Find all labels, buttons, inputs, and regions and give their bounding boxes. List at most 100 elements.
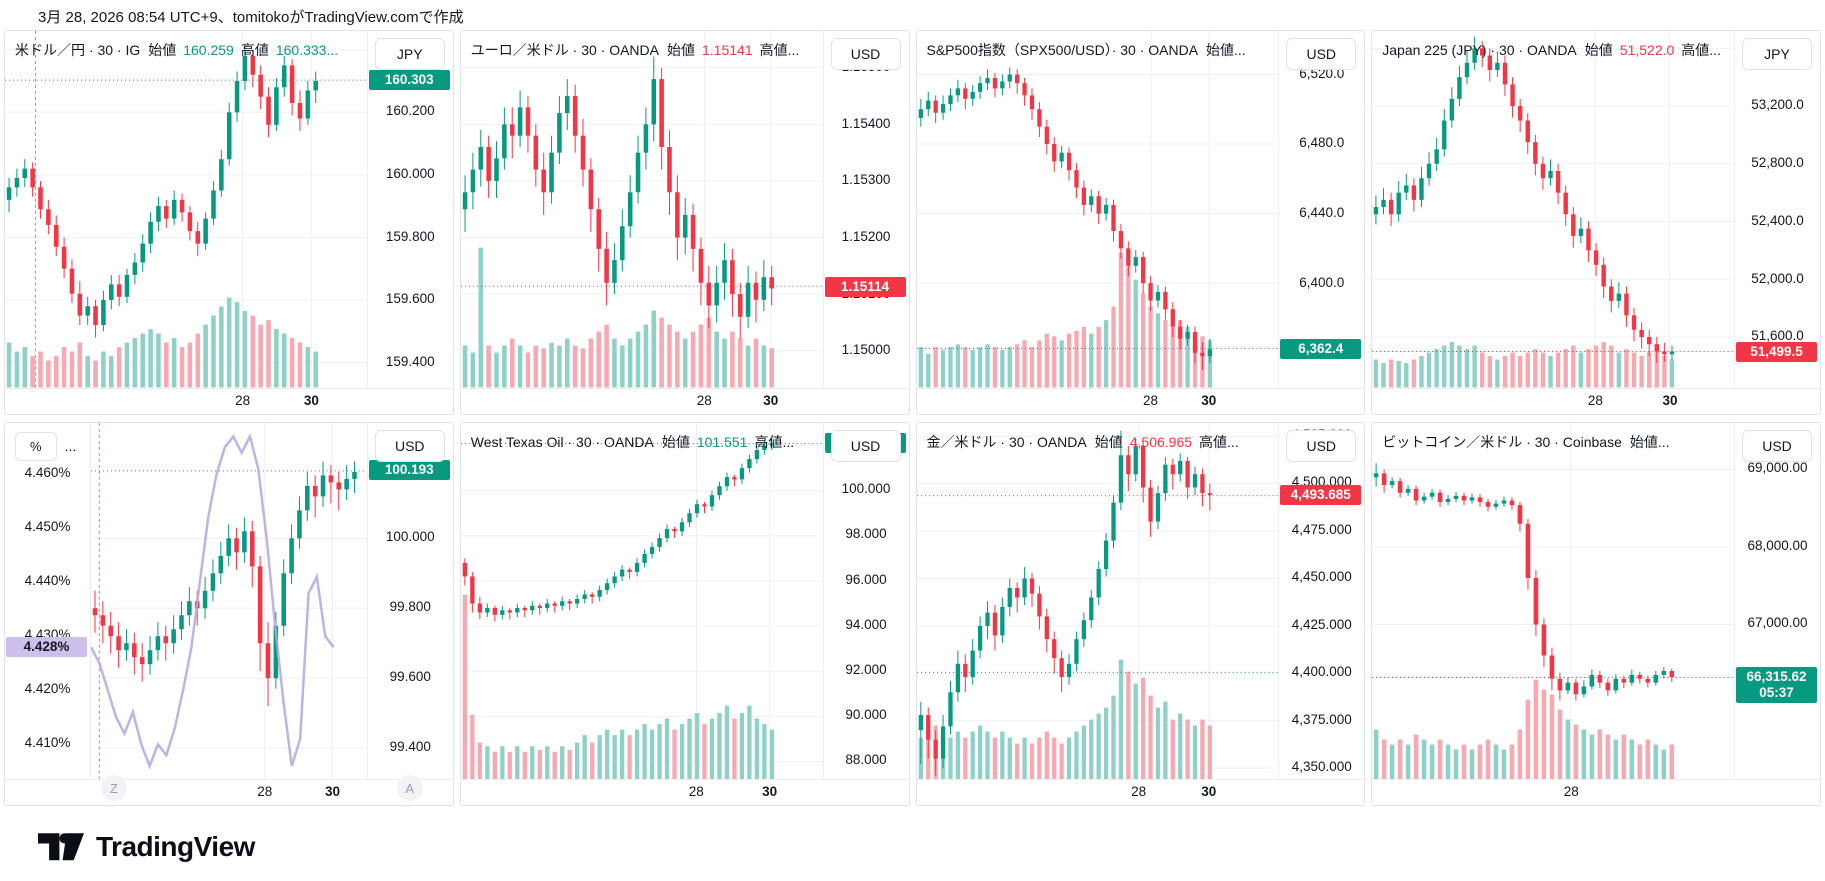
axis-tick-label: 53,200.0 [1751,97,1804,113]
currency-button[interactable]: USD [1286,429,1357,462]
chart-panel-gold: 金／米ドル · 30 · OANDA 始値 4,506.965 高値... USD … [915,421,1366,806]
time-axis-label: 30 [303,392,319,408]
price-axis[interactable]: 69,000.00 68,000.00 67,000.00 66,315.62 05:3… [1734,422,1820,779]
chart-plot-area[interactable] [91,422,367,779]
snapshot-attribution: 3月 28, 2026 08:54 UTC+9、tomitokoがTrading… [38,9,464,26]
time-axis[interactable]: 28 30 [5,779,453,805]
ohlc-label: 始値 [1584,42,1613,58]
axis-tick-label: 4.420% [24,681,71,697]
chart-plot-area[interactable] [1372,31,1734,388]
ohlc-values: 始値 51,522.0 高値... [1585,40,1721,60]
pane-button-z[interactable]: Z [101,775,127,801]
axis-tick-label: 52,800.0 [1751,154,1804,170]
price-axis[interactable]: 4,525.0004,500.0004,475.0004,450.0004,42… [1278,422,1364,779]
ohlc-values: 始値... [1206,40,1246,60]
axis-tick-label: 99.600 [389,669,431,684]
ohlc-values: 始値 4,506.965 高値... [1095,432,1239,452]
price-badge: 51,499.5 [1736,341,1817,362]
currency-button[interactable]: USD [1742,429,1812,462]
axis-tick-label: 99.400 [389,739,431,754]
axis-tick-label: 1.15400 [841,115,891,131]
ohlc-values: 始値 101.551 高値... [662,432,794,452]
chart-legend[interactable]: % ... [15,431,76,461]
axis-tick-label: 67,000.00 [1747,615,1808,631]
price-badge: 100.193 [368,460,450,481]
price-axis[interactable]: 1.155001.154001.153001.152001.151001.150… [822,31,909,388]
chart-plot-area[interactable] [460,31,823,388]
chart-plot-area[interactable] [916,31,1279,388]
axis-tick-label: 4,475.000 [1291,521,1352,537]
time-axis[interactable]: 28 30 [1372,387,1820,414]
chart-grid: 米ドル／円 · 30 · IG 始値 160.259 高値 160.333... JP… [4,30,1821,806]
ohlc-label: 高値 [240,42,269,58]
time-axis[interactable]: 28 30 [916,387,1365,414]
price-axis[interactable]: 53,600.053,200.052,800.052,400.052,000.0… [1734,31,1820,388]
price-axis[interactable]: 100.000 98.000 96.000 94.000 92.000 90.000 88.… [822,422,909,779]
tradingview-logo-icon [38,832,84,860]
chart-legend[interactable]: ユーロ／米ドル · 30 · OANDA 始値 1.15141 高値... [471,40,800,60]
ohlc-label: 始値... [1206,42,1246,58]
chart-panel-bond-yield: % ... USD 4.460% 4.450% 4.440% 4.430% 4.420%… [4,421,454,806]
axis-tick-label: 88.000 [845,752,887,768]
percent-axis[interactable]: 4.460% 4.450% 4.440% 4.430% 4.420% 4.410% 4.42… [5,422,91,779]
time-axis-label: 28 [688,784,704,799]
chart-legend[interactable]: West Texas Oil · 30 · OANDA 始値 101.551 高値.… [471,432,794,452]
chart-plot-area[interactable] [5,31,367,388]
currency-button[interactable]: USD [374,429,445,462]
axis-tick-label: 160.200 [385,103,435,119]
chart-legend[interactable]: 米ドル／円 · 30 · IG 始値 160.259 高値 160.333... [15,40,338,60]
currency-button[interactable]: USD [1286,38,1357,70]
chart-title: ビットコイン／米ドル · 30 · Coinbase [1382,433,1622,450]
chart-panel-btcusd: ビットコイン／米ドル · 30 · Coinbase 始値... USD 69,… [1371,421,1821,806]
axis-tick-label: 98.000 [845,526,887,542]
currency-button[interactable]: JPY [374,38,445,70]
chart-legend[interactable]: ビットコイン／米ドル · 30 · Coinbase 始値... [1382,432,1669,452]
ohlc-label: 高値... [1199,433,1239,450]
axis-tick-label: 4.460% [24,464,71,480]
time-axis[interactable]: 28 [1372,779,1820,805]
ohlc-values: 始値 160.259 高値 160.333... [148,40,338,60]
ohlc-values: 始値... [1630,432,1670,452]
currency-button[interactable]: JPY [1742,38,1812,70]
chart-plot-area[interactable] [460,422,823,779]
currency-button[interactable]: USD [830,38,901,70]
chart-legend[interactable]: 金／米ドル · 30 · OANDA 始値 4,506.965 高値... [927,432,1239,452]
time-axis[interactable]: 28 30 [460,779,909,805]
axis-tick-label: 4,375.000 [1291,711,1352,727]
chart-plot-area[interactable] [916,422,1279,779]
time-axis[interactable]: 28 30 [460,387,909,414]
time-axis-label: 28 [235,392,251,408]
time-axis-label: 30 [1201,392,1217,408]
axis-tick-label: 1.15300 [841,172,891,188]
axis-tick-label: 99.800 [389,599,431,614]
axis-tick-label: 6,440.0 [1299,204,1345,220]
ohlc-value: 160.333... [275,42,339,58]
time-axis[interactable]: 28 30 [5,387,453,414]
percent-scale-button[interactable]: % [15,431,57,461]
ohlc-label: 始値 [1094,433,1123,450]
axis-tick-label: 1.15200 [841,228,891,244]
chart-legend[interactable]: S&P500指数（SPX500/USD）· 30 · OANDA 始値... [927,40,1246,60]
axis-tick-label: 159.600 [385,291,435,307]
axis-tick-label: 100.000 [841,481,891,497]
price-axis[interactable]: 100.000 99.800 99.600 99.400 100.193 [366,422,453,779]
time-axis[interactable]: 28 30 [916,779,1365,805]
chart-plot-area[interactable] [1372,422,1734,779]
ohlc-label: 高値... [1681,42,1721,58]
axis-tick-label: 4.450% [24,518,71,534]
price-axis[interactable]: 6,520.0 6,480.0 6,440.0 6,400.0 6,362.4 [1278,31,1364,388]
time-axis-label: 30 [762,784,778,799]
chart-legend[interactable]: Japan 225 (JPY) · 30 · OANDA 始値 51,522.0 高… [1382,40,1721,60]
axis-tick-label: 4,350.000 [1291,759,1352,775]
ohlc-value: 1.15141 [702,42,753,58]
currency-button[interactable]: USD [830,429,901,462]
price-axis[interactable]: 160.400160.200160.000159.800159.600159.4… [366,31,453,388]
time-axis-label: 28 [1143,392,1159,408]
ohlc-value: 101.551 [696,433,748,450]
axis-tick-label: 6,400.0 [1299,274,1345,290]
ohlc-values: 始値 1.15141 高値... [667,40,799,60]
ohlc-label: 高値... [754,433,795,450]
chart-title: West Texas Oil · 30 · OANDA [470,433,654,450]
pane-button-a[interactable]: A [396,775,423,801]
time-axis-label: 28 [257,784,273,799]
